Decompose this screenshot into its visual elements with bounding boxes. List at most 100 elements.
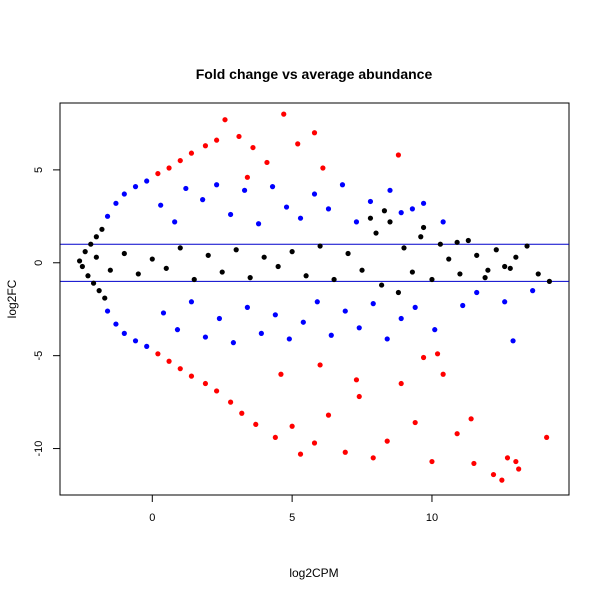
data-point xyxy=(367,198,374,205)
data-point xyxy=(166,358,172,364)
data-point xyxy=(474,289,480,296)
data-point xyxy=(409,269,415,275)
data-point xyxy=(214,137,220,143)
y-tick-label: 5 xyxy=(33,167,45,173)
x-tick-label: 0 xyxy=(149,512,155,524)
data-point xyxy=(401,245,407,251)
data-point xyxy=(93,234,99,240)
data-point xyxy=(96,288,102,294)
data-point xyxy=(420,354,427,361)
data-point xyxy=(241,187,248,193)
data-point xyxy=(177,245,183,251)
data-point xyxy=(166,165,172,171)
data-point xyxy=(275,263,281,270)
chart-title: Fold change vs average abundance xyxy=(196,66,433,82)
data-point xyxy=(121,330,127,336)
data-point xyxy=(255,221,262,227)
data-point xyxy=(314,299,320,305)
data-point xyxy=(420,224,427,231)
x-axis-label: log2CPM xyxy=(289,566,338,580)
data-point xyxy=(244,174,250,180)
data-point xyxy=(490,471,497,478)
data-point xyxy=(434,351,441,357)
data-point xyxy=(99,226,105,232)
data-point xyxy=(465,237,471,244)
data-point xyxy=(200,197,206,203)
data-point xyxy=(177,157,183,164)
data-point xyxy=(471,460,477,467)
data-point xyxy=(247,275,253,281)
data-point xyxy=(281,111,287,117)
data-point xyxy=(113,200,119,206)
data-point xyxy=(144,343,150,349)
data-point xyxy=(370,455,376,461)
data-point xyxy=(446,256,452,262)
data-point xyxy=(516,466,522,472)
data-point xyxy=(82,249,88,255)
data-point xyxy=(384,336,390,342)
data-point xyxy=(546,278,553,284)
data-points xyxy=(76,111,553,483)
data-point xyxy=(440,371,446,377)
data-point xyxy=(432,327,438,333)
data-point xyxy=(353,377,360,383)
data-point xyxy=(395,152,402,158)
data-point xyxy=(174,327,181,333)
data-point xyxy=(278,371,284,377)
data-point xyxy=(85,273,91,279)
data-point xyxy=(88,241,94,247)
data-point xyxy=(418,234,424,240)
data-point xyxy=(320,165,326,171)
data-point xyxy=(356,325,362,331)
data-point xyxy=(132,338,139,344)
data-point xyxy=(373,230,379,236)
data-point xyxy=(535,271,541,277)
data-point xyxy=(311,191,318,197)
data-point xyxy=(272,434,278,441)
data-point xyxy=(367,215,374,221)
data-point xyxy=(149,256,155,262)
data-point xyxy=(158,202,164,208)
data-point xyxy=(474,252,480,258)
data-point xyxy=(311,130,318,136)
data-point xyxy=(297,215,304,221)
data-point xyxy=(107,267,113,273)
data-point xyxy=(356,393,362,400)
data-point xyxy=(239,410,245,416)
data-point xyxy=(230,340,236,346)
data-point xyxy=(398,210,404,216)
data-point xyxy=(233,247,239,253)
y-tick-label: -5 xyxy=(33,351,45,361)
x-tick-label: 5 xyxy=(289,512,295,524)
data-point xyxy=(544,434,550,441)
data-point xyxy=(395,289,402,296)
data-point xyxy=(429,458,435,465)
data-point xyxy=(244,304,250,310)
data-point xyxy=(303,273,309,279)
data-point xyxy=(79,263,85,270)
data-point xyxy=(387,187,393,193)
data-point xyxy=(202,380,209,387)
data-point xyxy=(370,301,376,307)
data-point xyxy=(172,219,178,225)
data-point xyxy=(227,399,234,405)
data-point xyxy=(499,477,505,483)
data-point xyxy=(121,250,127,257)
data-point xyxy=(530,288,536,294)
data-point xyxy=(493,247,499,253)
data-point xyxy=(482,275,488,281)
data-point xyxy=(227,211,234,218)
data-point xyxy=(121,191,127,197)
data-point xyxy=(513,458,519,465)
data-point xyxy=(286,336,292,342)
data-point xyxy=(214,182,220,188)
data-point xyxy=(339,182,346,188)
data-point xyxy=(104,213,111,219)
data-point xyxy=(325,206,332,212)
data-point xyxy=(269,184,276,190)
data-point xyxy=(132,184,139,190)
data-point xyxy=(289,249,295,255)
y-axis: -10 -5 0 5 xyxy=(33,167,61,457)
data-point xyxy=(524,243,530,249)
data-point xyxy=(328,332,334,338)
